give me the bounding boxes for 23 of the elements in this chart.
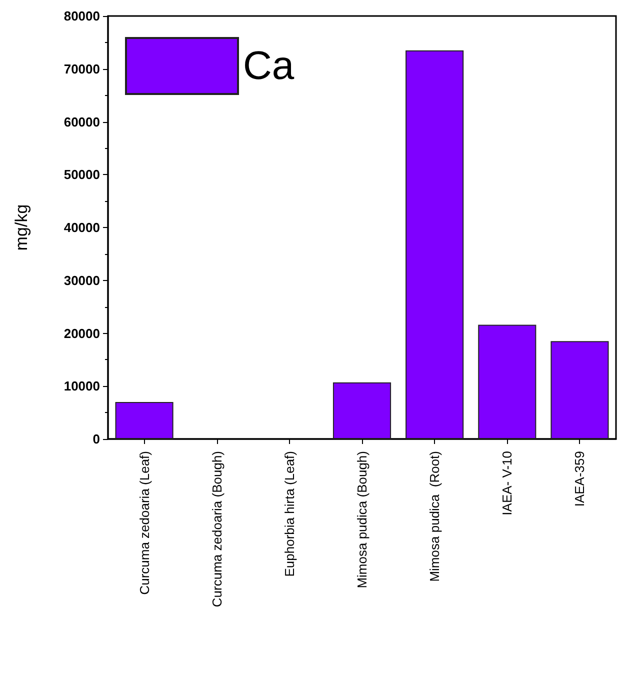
x-tick-label: Euphorbia hirta (Leaf) — [282, 451, 297, 577]
bar — [406, 50, 464, 439]
y-axis-title: mg/kg — [12, 204, 31, 251]
legend-label: Ca — [243, 44, 295, 88]
x-tick-label: Mimosa pudica (Bough) — [354, 451, 370, 588]
y-tick-label: 10000 — [64, 378, 100, 394]
y-tick-label: 60000 — [64, 114, 100, 130]
y-tick-label: 0 — [92, 432, 100, 446]
y-tick-label: 50000 — [64, 167, 100, 182]
bar — [115, 402, 174, 439]
bar — [478, 324, 536, 439]
x-tick-label: Mimosa pudica (Root) — [427, 451, 442, 582]
x-tick-label: Curcuma zedoaria (Bough) — [209, 451, 224, 608]
x-tick-label: IAEA-359 — [572, 451, 588, 507]
x-tick-label: IAEA- V-10 — [500, 451, 515, 516]
x-tick-label: Curcuma zedoaria (Leaf) — [136, 451, 152, 595]
bar — [550, 341, 609, 439]
y-tick-label: 40000 — [64, 220, 100, 235]
y-tick-label: 70000 — [64, 61, 100, 76]
bar — [332, 382, 392, 439]
y-tick-label: 30000 — [64, 272, 100, 288]
y-tick-label: 80000 — [64, 8, 100, 24]
y-tick-label: 20000 — [64, 326, 100, 341]
